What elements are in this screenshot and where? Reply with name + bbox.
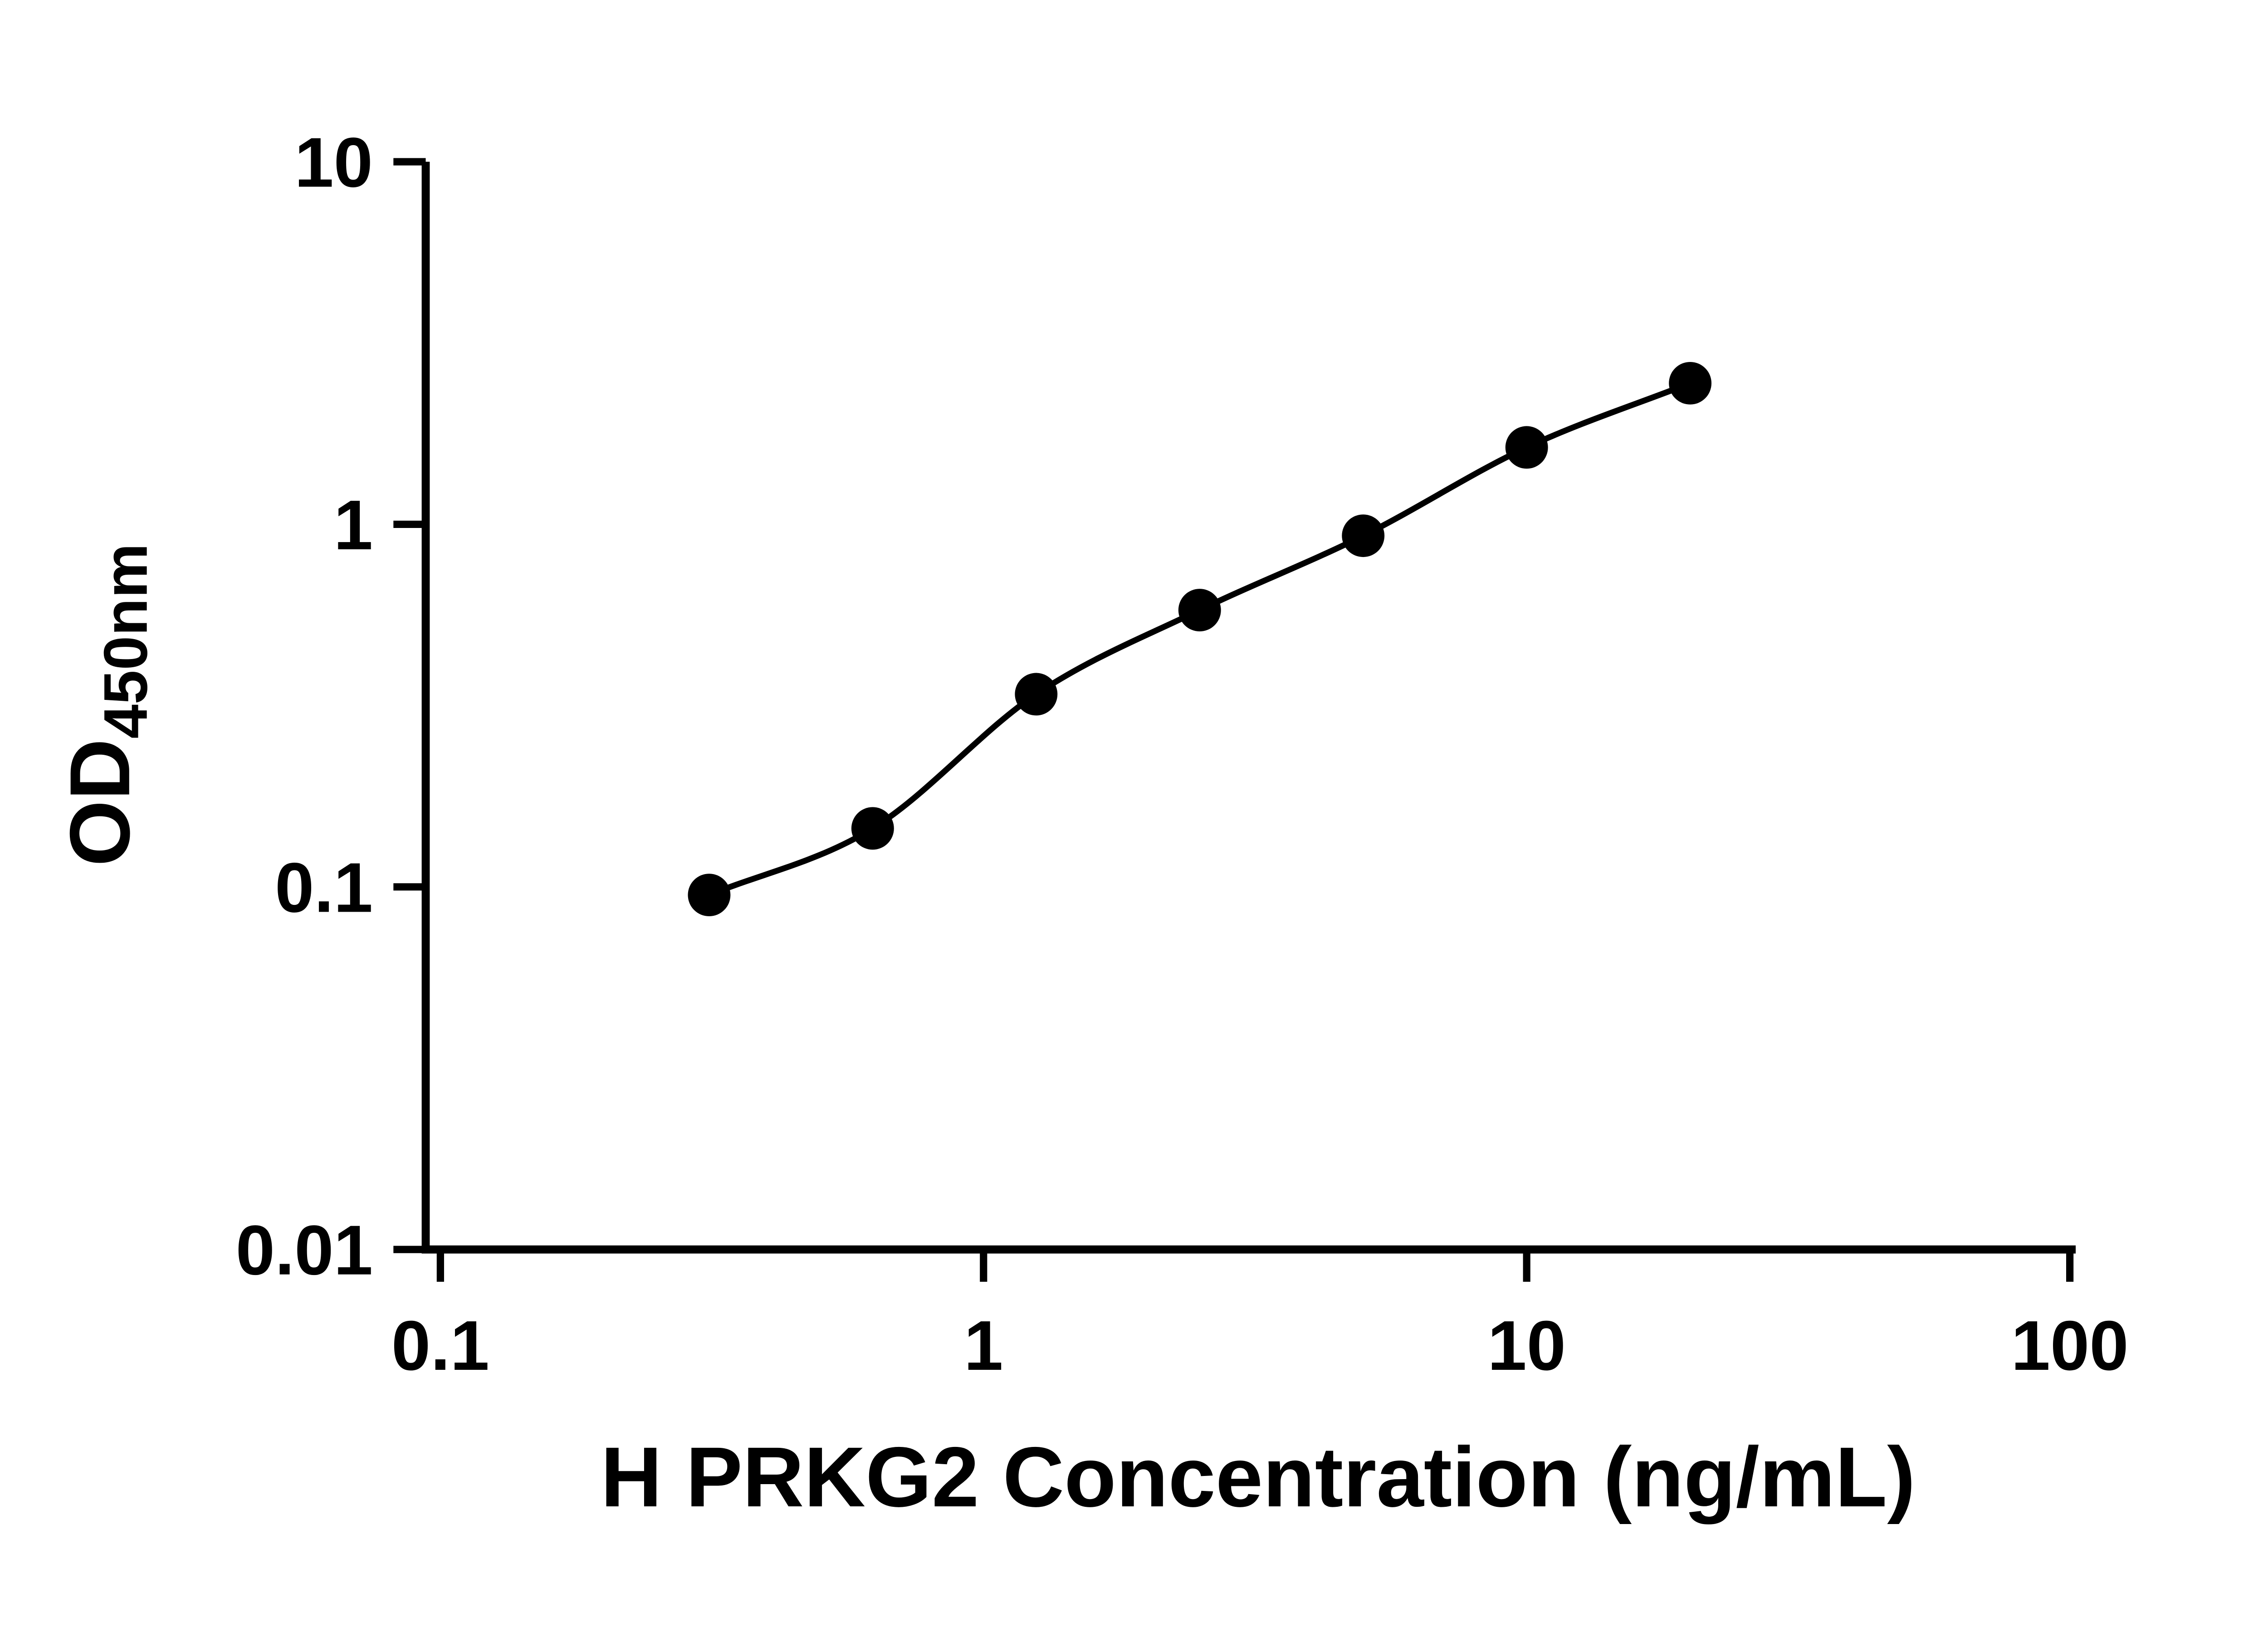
data-point [851, 807, 894, 850]
y-axis-ticks: 0.01 0.1 1 10 [236, 123, 426, 1290]
x-tick-label: 10 [1487, 1306, 1566, 1385]
y-axis-title-sub: 450nm [91, 543, 160, 739]
y-axis-title: OD450nm [52, 543, 160, 866]
data-point [1669, 362, 1712, 405]
axis-spine [421, 161, 2076, 1254]
y-tick-label: 10 [294, 123, 373, 202]
data-point [1178, 589, 1221, 631]
x-axis-ticks: 0.1 1 10 100 [391, 1249, 2129, 1385]
x-tick-label: 100 [2011, 1306, 2129, 1385]
data-point [1342, 514, 1385, 557]
x-tick-label: 1 [964, 1306, 1003, 1385]
data-series [688, 362, 1712, 917]
data-point [1015, 673, 1058, 716]
y-tick-label: 0.01 [236, 1211, 373, 1290]
y-tick-label: 1 [334, 485, 373, 564]
axes [421, 161, 2076, 1254]
x-axis-title: H PRKG2 Concentration (ng/mL) [601, 1429, 1916, 1524]
y-axis-title-main: OD [52, 739, 147, 867]
y-tick-label: 0.1 [275, 848, 373, 927]
data-point [688, 874, 731, 917]
data-point [1505, 426, 1548, 469]
x-tick-label: 0.1 [391, 1306, 489, 1385]
